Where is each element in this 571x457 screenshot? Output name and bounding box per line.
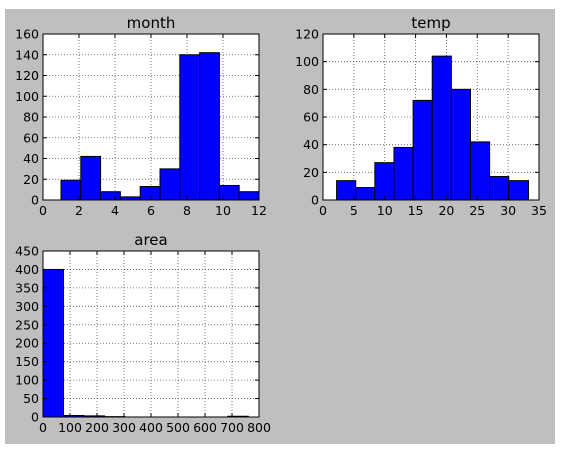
x-tick-label: 700 <box>220 420 244 435</box>
histogram-bar <box>431 55 452 201</box>
y-tick-label: 20 <box>23 172 39 187</box>
histogram-bar <box>393 146 414 201</box>
subplot-title: area <box>134 231 167 249</box>
y-tick-label: 250 <box>15 317 39 332</box>
x-tick-label: 200 <box>85 420 109 435</box>
histogram-bar <box>450 88 471 201</box>
y-tick-label: 150 <box>15 354 39 369</box>
y-tick-label: 0 <box>31 193 39 208</box>
x-tick-label: 400 <box>139 420 163 435</box>
x-tick-label: 300 <box>112 420 136 435</box>
histogram-bar <box>218 184 240 201</box>
x-tick-label: 0 <box>39 203 47 218</box>
histogram-bar <box>469 141 491 201</box>
x-tick-label: 100 <box>58 420 82 435</box>
subplot-title: temp <box>411 14 450 32</box>
x-tick-label: 35 <box>531 203 547 218</box>
histogram-bar <box>508 180 530 201</box>
subplot-temp: 0 5 10 15 20 25 30 35 0 20 40 60 80 100 120 temp <box>295 14 547 218</box>
y-tick-label: 400 <box>15 262 39 277</box>
y-tick-label: 120 <box>15 68 39 83</box>
y-tick-label: 200 <box>15 336 39 351</box>
y-tick-label: 120 <box>295 27 319 42</box>
x-tick-label: 2 <box>75 203 83 218</box>
x-tick-label: 5 <box>350 203 358 218</box>
x-tick-label: 10 <box>377 203 393 218</box>
y-tick-label: 80 <box>303 82 319 97</box>
x-tick-label: 6 <box>147 203 155 218</box>
y-tick-label: 140 <box>15 47 39 62</box>
y-tick-label: 40 <box>23 151 39 166</box>
x-tick-label: 0 <box>39 420 47 435</box>
y-tick-label: 350 <box>15 280 39 295</box>
histogram-bar <box>179 54 201 201</box>
x-tick-label: 4 <box>111 203 119 218</box>
x-tick-label: 30 <box>500 203 516 218</box>
x-tick-label: 20 <box>438 203 454 218</box>
histogram-bar <box>100 191 121 201</box>
subplot-title: month <box>127 14 176 32</box>
x-tick-label: 8 <box>183 203 191 218</box>
histogram-bar <box>412 99 433 201</box>
x-tick-label: 12 <box>251 203 267 218</box>
y-tick-label: 80 <box>23 110 39 125</box>
x-tick-label: 500 <box>166 420 190 435</box>
histogram-bar <box>159 168 181 201</box>
subplot-area: 0 100 200 300 400 500 600 700 800050100150200250… <box>15 231 271 435</box>
y-tick-label: 300 <box>15 299 39 314</box>
histogram-bar <box>489 175 510 201</box>
x-tick-label: 25 <box>469 203 485 218</box>
y-tick-label: 100 <box>295 54 319 69</box>
histogram-bar <box>355 187 376 201</box>
x-tick-label: 0 <box>319 203 327 218</box>
y-tick-label: 60 <box>23 130 39 145</box>
y-tick-label: 20 <box>303 165 319 180</box>
histogram-bar <box>80 155 102 201</box>
y-tick-label: 450 <box>15 244 39 259</box>
y-tick-label: 160 <box>15 27 39 42</box>
histogram-bar <box>238 191 260 201</box>
histogram-bar <box>139 186 161 201</box>
y-tick-label: 0 <box>311 193 319 208</box>
histogram-bar <box>60 179 82 201</box>
y-tick-label: 100 <box>15 373 39 388</box>
y-tick-label: 50 <box>23 391 39 406</box>
y-tick-label: 100 <box>15 89 39 104</box>
histogram-bar <box>374 162 395 201</box>
y-tick-label: 40 <box>303 137 319 152</box>
x-tick-label: 15 <box>408 203 424 218</box>
histogram-bar <box>199 52 220 201</box>
x-tick-label: 600 <box>193 420 217 435</box>
histogram-bar <box>336 180 357 201</box>
y-tick-label: 60 <box>303 110 319 125</box>
y-tick-label: 0 <box>31 410 39 425</box>
x-tick-label: 800 <box>247 420 271 435</box>
x-tick-label: 10 <box>215 203 231 218</box>
